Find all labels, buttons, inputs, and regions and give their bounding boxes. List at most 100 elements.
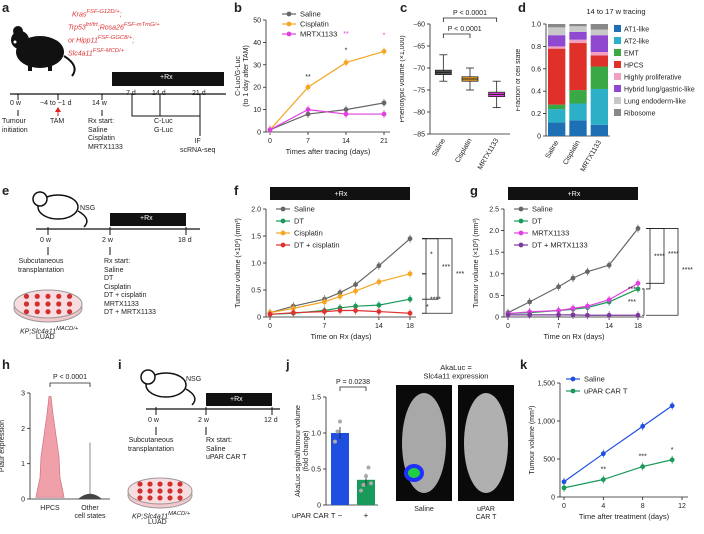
image-label: Saline xyxy=(414,506,434,513)
data-point xyxy=(606,312,612,318)
stacked-bar-segment xyxy=(569,43,587,91)
stacked-bar-segment xyxy=(569,90,587,104)
tumour-cell xyxy=(56,309,62,315)
y-tick-label: −85 xyxy=(413,132,425,139)
tumour-cell xyxy=(147,481,153,487)
y-tick-label: 1,000 xyxy=(537,419,555,426)
legend-marker xyxy=(570,376,576,382)
data-point xyxy=(376,263,382,269)
y-axis-title: Tumour volume (×10³) (mm³) xyxy=(235,218,242,308)
legend-label: EMT xyxy=(624,51,640,58)
panel-label-h: h xyxy=(2,357,10,372)
y-axis-label: Plaur expression xyxy=(0,420,6,472)
panel-label-d: d xyxy=(518,0,526,15)
image-label: uPAR CAR T xyxy=(476,506,498,521)
data-point xyxy=(407,236,413,242)
y-axis-label: Phenotypic volume (×1,000) xyxy=(400,35,406,122)
x-tick-label: Saline xyxy=(545,139,561,159)
y-tick-label: 3 xyxy=(21,391,25,398)
y-axis-label: C-Luc/G-Luc(to 1 day after TAM) xyxy=(235,45,250,107)
x-tick-label-group: MRTX1133 xyxy=(580,139,603,173)
panel-label-c: c xyxy=(400,0,408,15)
y-tick-label: 10 xyxy=(253,107,261,114)
rx-bar xyxy=(508,187,638,200)
legend-label: Saline xyxy=(532,205,553,214)
petri-dish-icon xyxy=(127,477,193,509)
legend-marker xyxy=(286,21,292,27)
tumour-cell xyxy=(157,481,163,487)
tumour-cell xyxy=(66,301,73,307)
panel-a-diagram xyxy=(10,26,226,136)
tumour-cell xyxy=(23,301,30,307)
y-tick-label: 20 xyxy=(253,85,261,92)
tumour-cell xyxy=(167,481,173,487)
chart-g: +Rx 0 0.5 1.0 1.5 2.0 2.5 Tumour volume (×10³) … xyxy=(473,187,693,341)
data-point xyxy=(290,310,296,316)
x-tick-label: 18 xyxy=(634,323,642,330)
data-point xyxy=(669,403,675,409)
tumour-cell xyxy=(34,309,40,315)
chart-h: 0 1 2 3 Plaur expression HPCS Other cell states… xyxy=(0,374,110,520)
x-axis-label: Times after tracing (days) xyxy=(286,147,371,156)
legend-marker xyxy=(280,218,286,224)
y-tick-label: 0 xyxy=(21,497,25,504)
luad-label-i: LUAD xyxy=(148,519,167,526)
y-tick-label: 1.0 xyxy=(311,431,321,438)
legend-label: Hybrid lung/gastric-like xyxy=(624,87,695,94)
significance-mark: * xyxy=(426,304,429,311)
significance-mark: * xyxy=(345,48,348,55)
tick-4to1d: ~4 to ~1 d xyxy=(40,100,72,107)
legend-marker xyxy=(280,230,286,236)
stacked-bar-segment xyxy=(548,27,566,36)
tumour-cell xyxy=(137,488,143,494)
tumour-initiation: Tumour initiation xyxy=(2,118,28,134)
mouse-body xyxy=(464,393,508,493)
bracket xyxy=(646,228,679,316)
data-point xyxy=(570,305,576,311)
rx-start-a: Rx start: Saline Cisplatin MRTX1133 xyxy=(88,118,123,151)
chart-f: +Rx 0 0.5 1.0 1.5 2.0 Tumour volume (×10³) (mm… xyxy=(235,187,464,341)
nsg-label-i: NSG xyxy=(186,376,202,383)
rx-label-a: +Rx xyxy=(160,74,173,81)
chart-title: 14 to 17 w tracing xyxy=(586,7,645,16)
tick-i-2w: 2 w xyxy=(198,417,209,424)
panel-label-j: j xyxy=(286,357,290,372)
legend-label: DT xyxy=(294,217,304,226)
data-dot xyxy=(338,419,342,424)
data-point xyxy=(640,464,646,469)
x-tick-label-group: MRTX1133 xyxy=(477,137,500,171)
data-point xyxy=(290,305,296,311)
tick-14w: 14 w xyxy=(92,100,107,107)
stacked-bar-segment xyxy=(590,88,608,125)
significance-mark: **** xyxy=(682,267,693,274)
data-point xyxy=(561,479,567,485)
x-tick-label: 14 xyxy=(342,138,350,145)
y-tick-label: 1,500 xyxy=(537,381,555,388)
tumour-cell xyxy=(66,293,73,299)
significance-bracket xyxy=(49,382,91,387)
y-tick-label: 0.5 xyxy=(251,288,261,295)
stacked-bar-segment xyxy=(590,66,608,89)
violin xyxy=(35,396,65,498)
panel-label-k: k xyxy=(520,357,528,372)
series-line xyxy=(563,405,673,483)
significance-mark: ** xyxy=(601,467,607,474)
legend-label: AT2-like xyxy=(624,39,649,46)
panel-e-diagram xyxy=(13,191,200,323)
legend-label: DT xyxy=(532,217,542,226)
tumour-cell xyxy=(177,495,183,501)
data-point xyxy=(337,294,343,299)
data-point xyxy=(267,127,273,133)
data-point xyxy=(505,312,511,318)
tumour-cell xyxy=(34,301,40,307)
x-axis-label: Time on Rx (days) xyxy=(311,332,372,341)
stacked-bar-segment xyxy=(590,24,608,30)
timeline-axis xyxy=(10,72,226,136)
legend-label: DT + MRTX1133 xyxy=(532,241,588,250)
tumour-cell xyxy=(23,309,30,315)
bracket xyxy=(422,238,427,275)
significance-mark: *** xyxy=(639,454,647,461)
stacked-bar-segment xyxy=(548,122,566,136)
significance-mark: *** xyxy=(442,264,450,271)
y-tick-label: 0.6 xyxy=(531,66,541,73)
